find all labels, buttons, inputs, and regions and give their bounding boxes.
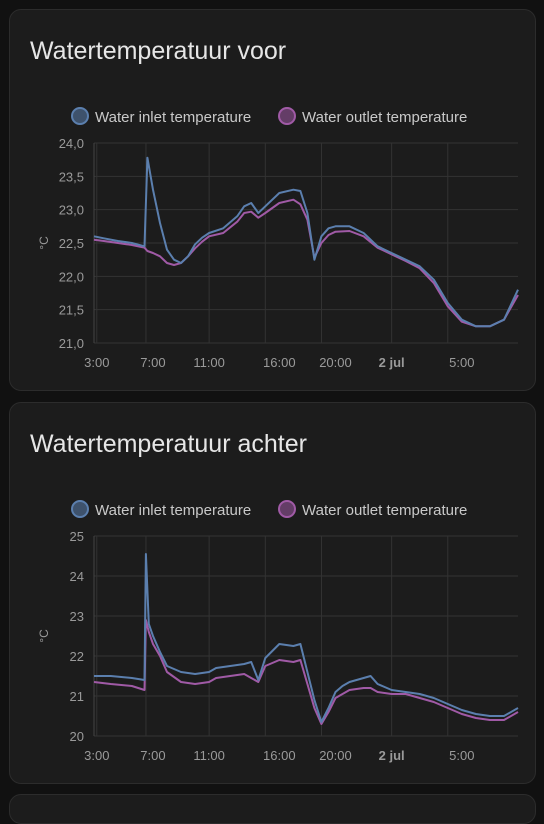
y-tick-label: 22,5 (59, 236, 84, 251)
legend-label[interactable]: Water inlet temperature (95, 109, 251, 126)
x-tick-label: 20:00 (319, 355, 352, 370)
card-title: Watertemperatuur achter (30, 430, 307, 458)
legend-label[interactable]: Water outlet temperature (302, 109, 467, 126)
x-tick-label: 2 jul (379, 355, 405, 370)
series-line-inlet[interactable] (94, 553, 519, 723)
y-axis-label: °C (37, 236, 51, 250)
line-chart-voor[interactable]: Water inlet temperature Water outlet temp… (10, 10, 537, 392)
y-axis-label: °C (37, 629, 51, 643)
x-tick-label: 3:00 (84, 355, 109, 370)
y-tick-label: 24 (70, 569, 84, 584)
y-tick-label: 21,0 (59, 336, 84, 351)
x-tick-label: 11:00 (193, 748, 225, 763)
series-line-inlet[interactable] (93, 156, 519, 328)
legend-swatch[interactable] (71, 107, 89, 125)
legend-swatch[interactable] (278, 500, 296, 518)
legend-swatch[interactable] (278, 107, 296, 125)
y-tick-label: 23,0 (59, 203, 84, 218)
series-line-outlet[interactable] (93, 198, 519, 328)
y-tick-label: 23,5 (59, 169, 84, 184)
x-tick-label: 20:00 (319, 748, 352, 763)
y-tick-label: 24,0 (59, 136, 84, 151)
y-tick-label: 22,0 (59, 269, 84, 284)
y-tick-label: 21,5 (59, 303, 84, 318)
x-tick-label: 11:00 (193, 355, 225, 370)
next-card (9, 794, 536, 824)
y-tick-label: 22 (70, 649, 84, 664)
x-tick-label: 16:00 (263, 355, 296, 370)
y-tick-label: 20 (70, 729, 84, 744)
y-tick-label: 21 (70, 689, 84, 704)
legend-label[interactable]: Water inlet temperature (95, 502, 251, 519)
y-tick-label: 23 (70, 609, 84, 624)
legend-label[interactable]: Water outlet temperature (302, 502, 467, 519)
x-tick-label: 2 jul (379, 748, 405, 763)
x-tick-label: 3:00 (84, 748, 109, 763)
x-tick-label: 7:00 (140, 748, 165, 763)
card-title: Watertemperatuur voor (30, 37, 287, 65)
x-tick-label: 5:00 (449, 748, 474, 763)
y-tick-label: 25 (70, 529, 84, 544)
series-line-outlet[interactable] (93, 619, 519, 725)
x-tick-label: 7:00 (140, 355, 165, 370)
x-tick-label: 16:00 (263, 748, 296, 763)
line-chart-achter[interactable]: Water inlet temperature Water outlet temp… (10, 403, 537, 785)
chart-card-voor: Watertemperatuur voor Water inlet temper… (9, 9, 536, 391)
x-tick-label: 5:00 (449, 355, 474, 370)
legend-swatch[interactable] (71, 500, 89, 518)
chart-card-achter: Watertemperatuur achter Water inlet temp… (9, 402, 536, 784)
